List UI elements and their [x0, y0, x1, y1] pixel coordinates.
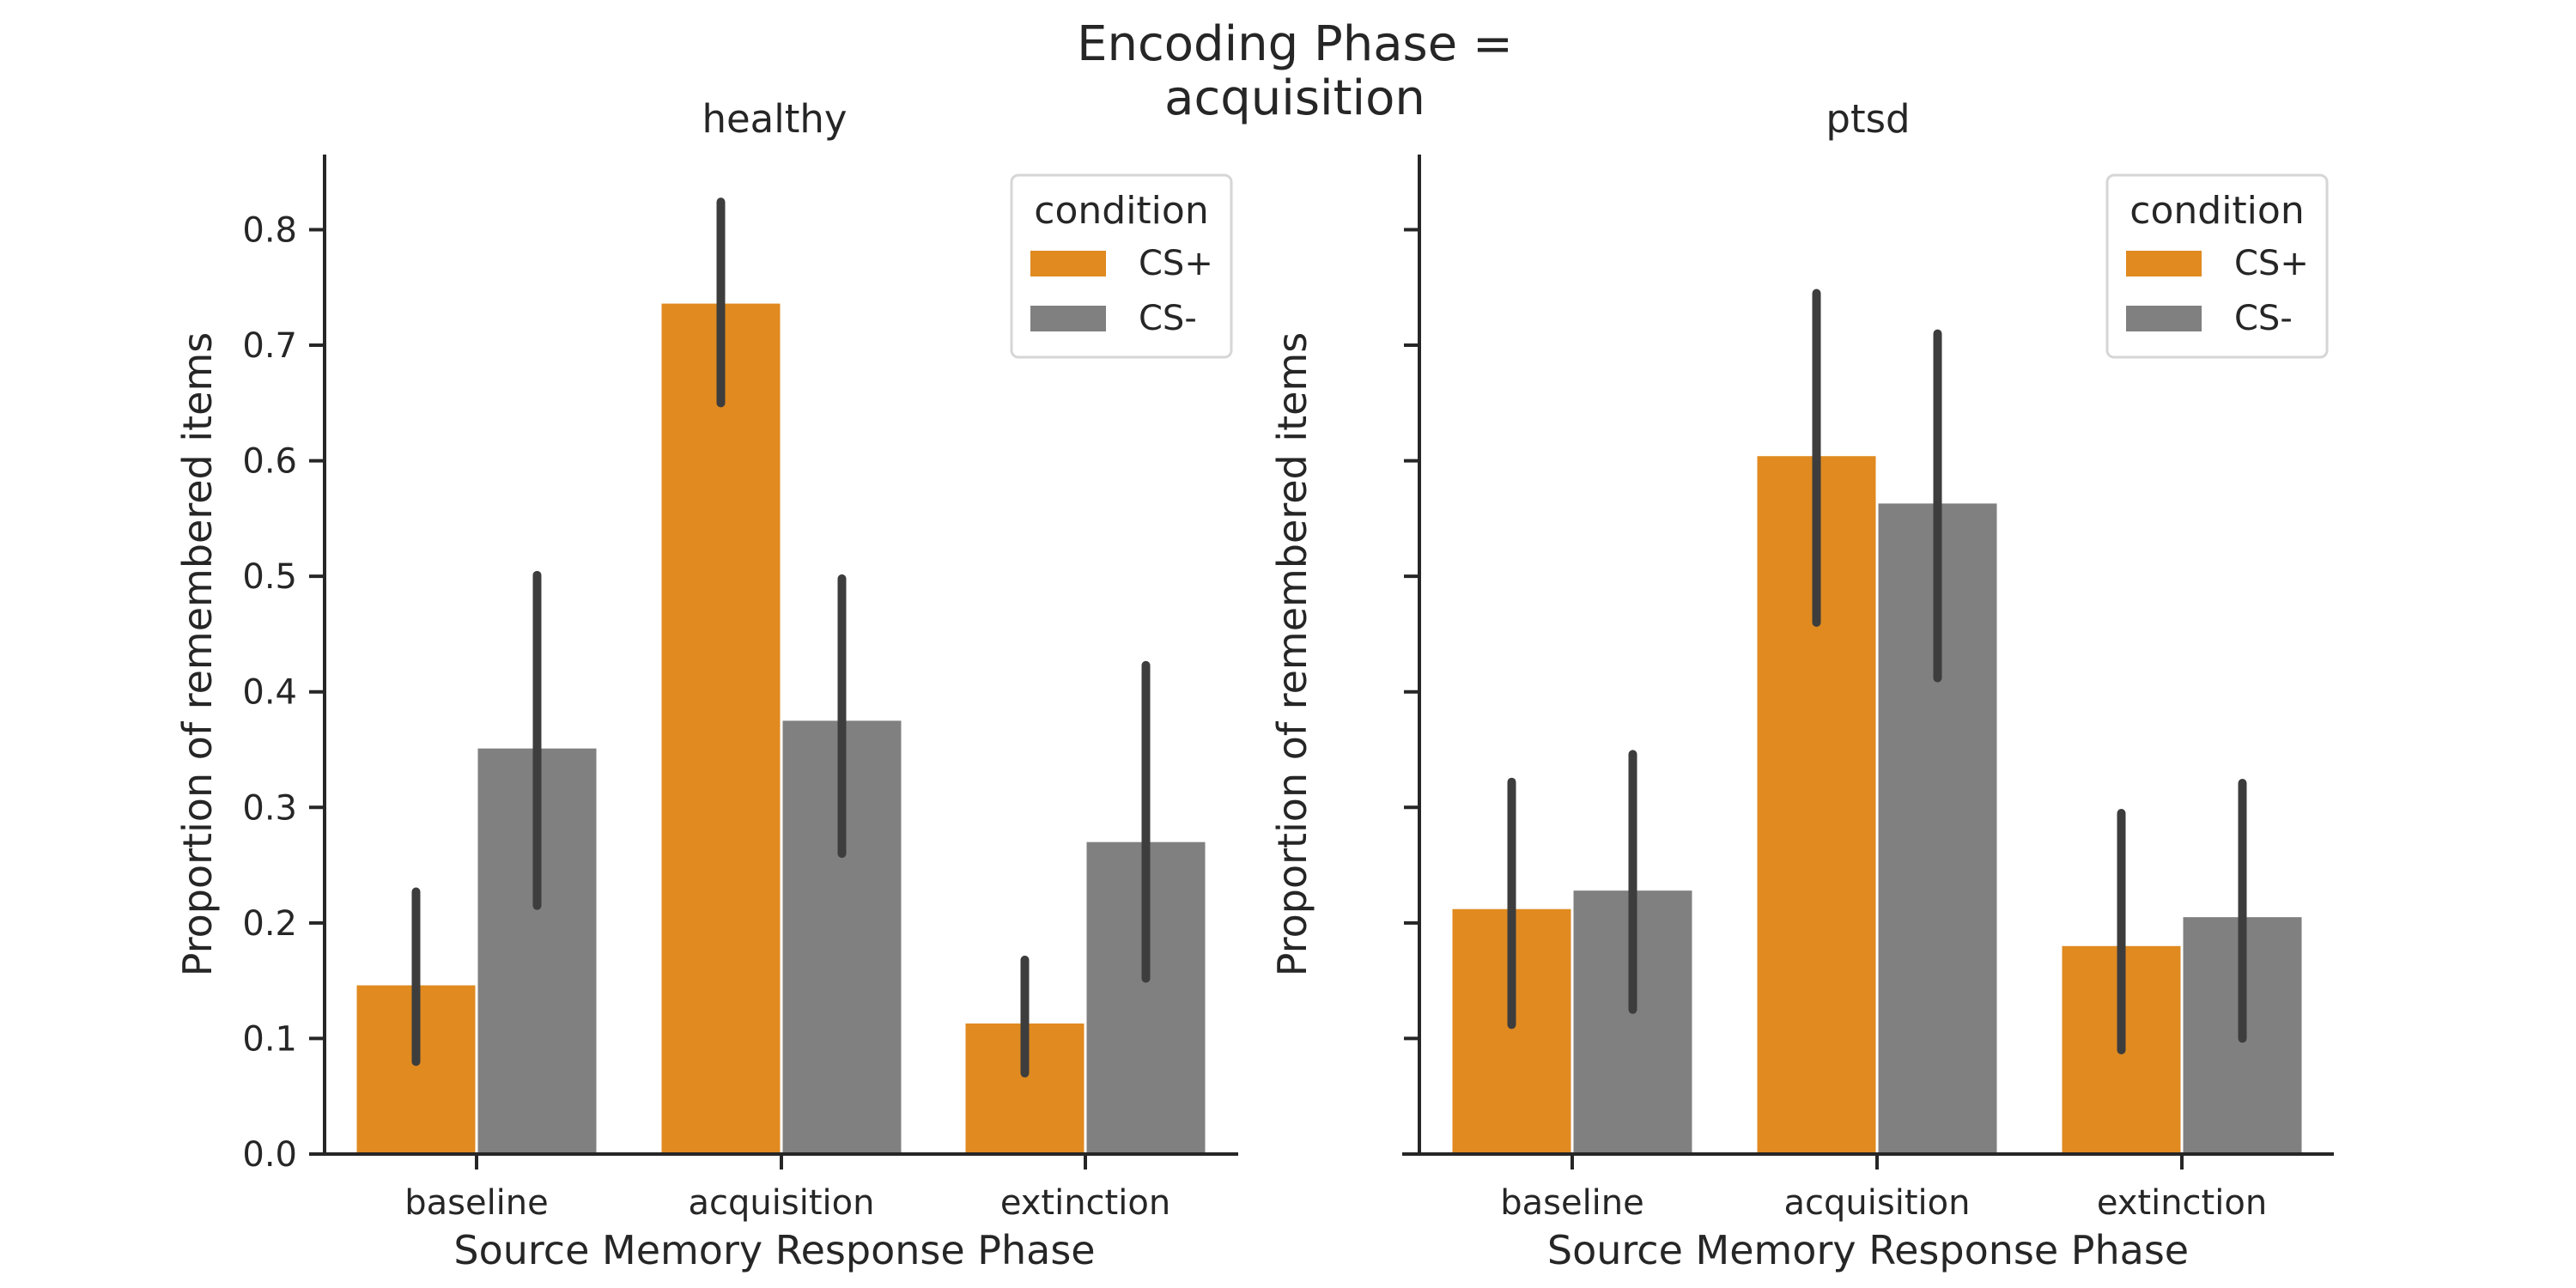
- y-tick-label: 0.8: [242, 210, 297, 250]
- x-tick-label: baseline: [404, 1183, 549, 1223]
- x-tick-label: baseline: [1500, 1183, 1644, 1223]
- y-axis-label: Proportion of remembered items: [1269, 332, 1315, 976]
- legend-swatch: [1030, 251, 1106, 276]
- x-tick-label: extinction: [1000, 1183, 1170, 1223]
- y-tick-label: 0.1: [242, 1019, 297, 1059]
- x-tick-label: acquisition: [689, 1183, 875, 1223]
- y-axis-label: Proportion of remembered items: [174, 332, 221, 976]
- legend-title: condition: [2129, 189, 2304, 233]
- y-tick-label: 0.7: [242, 326, 297, 366]
- x-tick-label: extinction: [2097, 1183, 2267, 1223]
- y-tick-label: 0.2: [242, 904, 297, 944]
- x-axis-label: Source Memory Response Phase: [1547, 1227, 2189, 1273]
- panel-ptsd: ptsd baseline acquisition extinctionSource …: [1269, 96, 2334, 1273]
- legend-swatch: [2126, 251, 2202, 276]
- legend-label: CS+: [2234, 244, 2309, 283]
- x-axis-label: Source Memory Response Phase: [453, 1227, 1095, 1273]
- legend-title: condition: [1034, 189, 1208, 233]
- x-tick-label: acquisition: [1784, 1183, 1971, 1223]
- y-tick-label: 0.0: [242, 1135, 297, 1175]
- suptitle-line: acquisition: [1164, 70, 1425, 126]
- legend-swatch: [2126, 306, 2202, 331]
- legend-label: CS-: [2234, 299, 2293, 338]
- panel-title: ptsd: [1826, 96, 1910, 142]
- legend-swatch: [1030, 306, 1106, 331]
- legend-label: CS-: [1139, 299, 1197, 338]
- suptitle-line: Encoding Phase =: [1077, 16, 1513, 72]
- figure-suptitle: Encoding Phase =acquisition: [1077, 16, 1513, 126]
- panel-healthy: healthy 0.0 0.1 0.2 0.3 0.4 0.5 0.6 0.7 0.8 baseli…: [174, 96, 1238, 1273]
- y-tick-label: 0.6: [242, 442, 297, 482]
- legend: condition CS+ CS-: [1010, 173, 1233, 359]
- legend-label: CS+: [1139, 244, 1213, 283]
- legend: condition CS+ CS-: [2105, 173, 2329, 359]
- y-tick-label: 0.4: [242, 673, 297, 713]
- y-tick-label: 0.5: [242, 557, 297, 597]
- panel-title: healthy: [702, 96, 847, 142]
- bar-CSplus-acquisition: [661, 303, 781, 1154]
- y-tick-label: 0.3: [242, 788, 297, 828]
